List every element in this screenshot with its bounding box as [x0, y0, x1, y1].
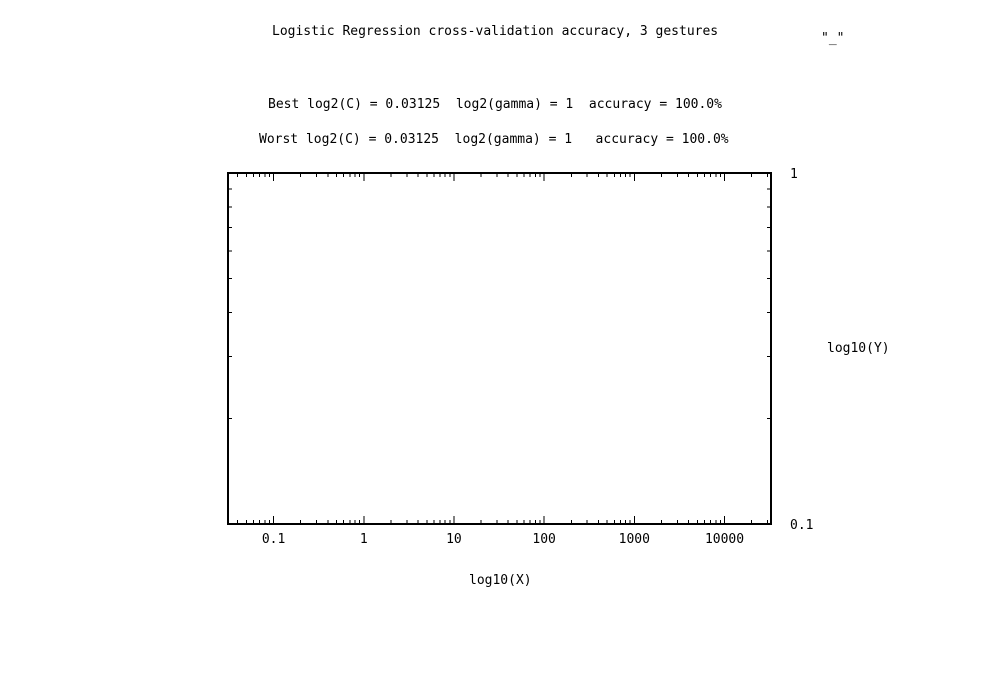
- x-tick-label: 10: [446, 532, 462, 547]
- x-tick-label: 10000: [705, 532, 744, 547]
- x-tick-label: 0.1: [262, 532, 285, 547]
- y-tick-label: 0.1: [790, 518, 813, 533]
- y-tick-label: 1: [790, 167, 798, 182]
- chart-title: Logistic Regression cross-validation acc…: [272, 24, 719, 39]
- best-result-annotation: Best log2(C) = 0.03125 log2(gamma) = 1 a…: [268, 97, 722, 112]
- worst-result-annotation: Worst log2(C) = 0.03125 log2(gamma) = 1 …: [259, 132, 729, 147]
- plot-frame: [227, 172, 772, 525]
- legend-entry: "_": [821, 31, 845, 46]
- x-tick-label: 1000: [619, 532, 650, 547]
- y-axis-label: log10(Y): [827, 341, 890, 356]
- x-axis-label: log10(X): [469, 573, 532, 588]
- x-tick-label: 1: [360, 532, 368, 547]
- x-tick-label: 100: [532, 532, 555, 547]
